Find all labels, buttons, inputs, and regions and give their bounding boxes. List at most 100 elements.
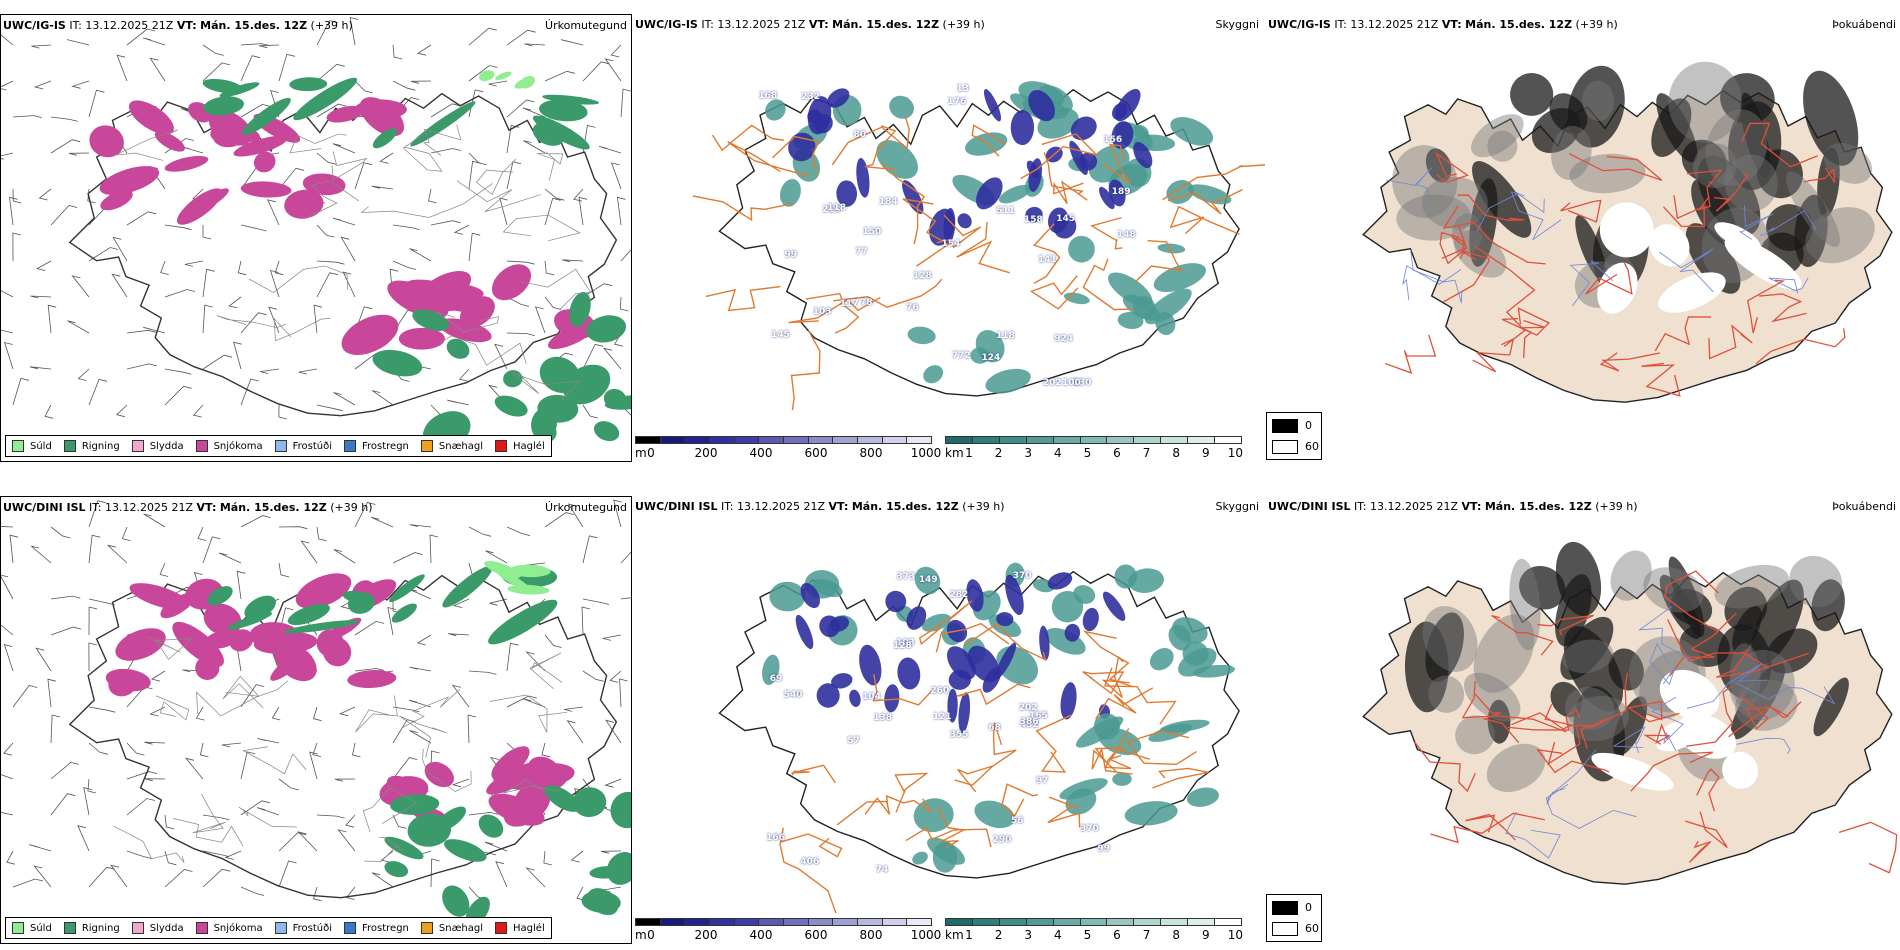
road-line (502, 214, 581, 242)
visibility-tick: 3 (1024, 446, 1033, 460)
low-cloud-area (1789, 555, 1843, 608)
visibility-area (921, 613, 951, 632)
visibility-value: 232 (801, 91, 820, 102)
wind-barb (619, 296, 629, 312)
visibility-value: 124 (981, 352, 1001, 363)
wind-barb (110, 864, 128, 888)
rain-area (372, 349, 423, 377)
wind-barb (83, 787, 92, 816)
visibility-color-step (998, 436, 1027, 444)
visibility-value: 260 (930, 686, 950, 697)
height-color-step (758, 436, 784, 444)
wind-barb (613, 499, 622, 528)
wind-barb (499, 197, 508, 226)
model-name: UWC/IG-IS (3, 19, 66, 32)
road-line (885, 794, 932, 813)
fog-panel: UWC/IG-IS IT: 13.12.2025 21Z VT: Mán. 15… (1266, 14, 1900, 462)
wind-barb (192, 404, 204, 418)
snow-area (253, 151, 276, 173)
snow-area (164, 155, 209, 172)
rain-area (391, 603, 417, 623)
rain-area (242, 97, 291, 136)
wind-barb (88, 742, 108, 755)
wind-barb (485, 550, 508, 564)
road-line (1020, 133, 1099, 180)
wind-barb (566, 720, 584, 744)
wind-barb (121, 526, 131, 541)
ceiling-area (1079, 152, 1098, 171)
visibility-area (1112, 772, 1132, 786)
visibility-area (923, 365, 944, 384)
rain-area (537, 394, 579, 423)
wind-barbs (1, 16, 631, 420)
road-line (1103, 727, 1132, 770)
vt-value: Mán. 15.des. 12Z (851, 500, 959, 513)
visibility-tick: 5 (1083, 446, 1092, 460)
snow-area (516, 763, 575, 788)
wind-barb (9, 534, 19, 564)
visibility-area (769, 581, 806, 612)
legend-label: Frostúði (292, 440, 332, 452)
wind-barb (240, 886, 265, 896)
visibility-value: 184 (878, 197, 898, 208)
ceiling-area (1114, 88, 1141, 122)
visibility-area (974, 800, 1015, 829)
visibility-value: 117 (839, 299, 859, 310)
wind-barb (126, 211, 157, 226)
rain-area (494, 395, 528, 417)
road-line (402, 131, 443, 172)
road-line (1627, 700, 1680, 723)
road-line (1696, 768, 1720, 812)
visibility-tick: 6 (1113, 928, 1121, 942)
wind-barb (333, 549, 356, 564)
height-color-step (881, 918, 908, 926)
wind-barb (309, 751, 318, 780)
snow-area (195, 656, 220, 680)
road-line (1476, 191, 1545, 232)
road-line (772, 135, 820, 174)
visibility-value: 189 (1111, 187, 1131, 198)
wind-barb (1, 774, 14, 780)
height-color-step (832, 918, 858, 926)
iceland-map (68, 70, 631, 451)
ceiling-area (1010, 110, 1035, 146)
low-cloud-area (1455, 715, 1495, 755)
road-line (872, 673, 933, 706)
height-color-step (881, 436, 908, 444)
legend-item: Haglél (495, 922, 545, 934)
wind-barb (259, 44, 280, 49)
legend-swatch (12, 440, 24, 452)
road-line (1736, 737, 1791, 754)
wind-barb (447, 399, 470, 406)
visibility-value: 118 (996, 331, 1015, 342)
iceland-map (1362, 541, 1898, 885)
wind-barb (582, 598, 610, 605)
road-line (1649, 642, 1677, 686)
wind-barb (484, 841, 508, 852)
wind-barb (278, 404, 287, 420)
road-line (1685, 811, 1728, 848)
wind-barb (3, 644, 14, 672)
wind-barb (240, 378, 259, 406)
wind-barb (221, 742, 242, 748)
wind-barb (257, 738, 280, 744)
height-tick: 800 (859, 928, 883, 942)
wind-barb (149, 706, 166, 717)
wind-barb (126, 329, 157, 334)
legend-label: Súld (30, 440, 52, 452)
legend-swatch (420, 440, 433, 452)
visibility-panel: UWC/DINI ISL IT: 13.12.2025 21Z VT: Mán.… (633, 496, 1265, 944)
wind-barb (164, 814, 175, 830)
visibility-value: 103 (812, 307, 832, 318)
ceiling-area (1039, 625, 1050, 661)
visibility-value: 202 (1018, 703, 1038, 714)
road-line (1560, 199, 1602, 223)
model-name: UWC/IG-IS (1268, 18, 1331, 31)
road-line (1735, 682, 1836, 705)
road-line (456, 180, 541, 213)
visibility-area (1149, 648, 1174, 671)
wind-barb (44, 404, 54, 419)
wind-barb (564, 706, 584, 712)
wind-barb (430, 220, 461, 226)
road-line (902, 198, 950, 267)
